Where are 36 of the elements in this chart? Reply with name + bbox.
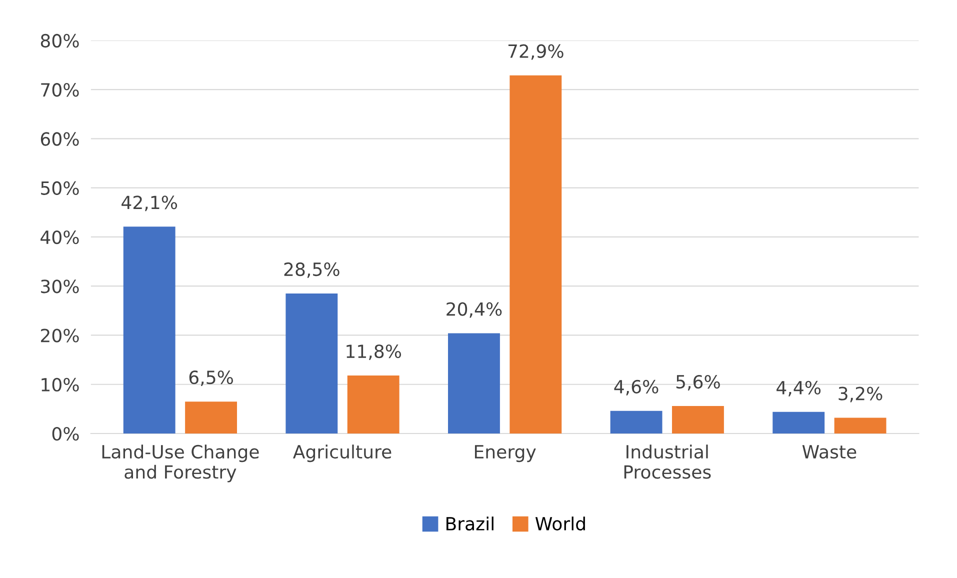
data-label: 11,8% [346, 344, 402, 360]
x-tick-label: Industrial Processes [624, 444, 711, 479]
data-label: 4,6% [614, 380, 658, 396]
bar [448, 333, 500, 434]
legend-label: World [535, 516, 585, 531]
data-label: 4,4% [776, 380, 821, 396]
x-tick-label: Land-Use Change and Forestry [102, 444, 259, 482]
bar [185, 402, 237, 434]
bar [510, 75, 562, 434]
x-tick-label: Waste [802, 445, 856, 459]
y-tick-label: 50% [41, 181, 79, 195]
y-tick-label: 0% [52, 426, 79, 441]
y-tick-label: 80% [40, 34, 79, 48]
bar [672, 406, 724, 434]
y-tick-label: 30% [41, 280, 79, 294]
y-tick-label: 70% [41, 83, 79, 97]
data-label: 3,2% [838, 386, 882, 402]
bar [347, 376, 400, 434]
bar [834, 418, 886, 434]
y-tick-label: 60% [40, 132, 79, 146]
bar [610, 410, 662, 434]
bar [286, 293, 338, 434]
legend-label: Brazil [446, 516, 494, 531]
data-label: 6,5% [189, 370, 233, 386]
data-label: 28,5% [284, 262, 340, 278]
bar [123, 226, 176, 434]
y-tick-label: 20% [40, 328, 79, 342]
y-tick-label: 40% [40, 230, 79, 244]
data-label: 20,4% [446, 302, 502, 318]
data-label: 72,9% [508, 44, 564, 60]
x-tick-label: Agriculture [293, 444, 392, 462]
data-label: 42,1% [122, 196, 178, 212]
x-tick-label: Energy [474, 445, 536, 462]
data-label: 5,6% [676, 374, 720, 390]
y-tick-label: 10% [42, 378, 79, 392]
bar [772, 412, 825, 434]
